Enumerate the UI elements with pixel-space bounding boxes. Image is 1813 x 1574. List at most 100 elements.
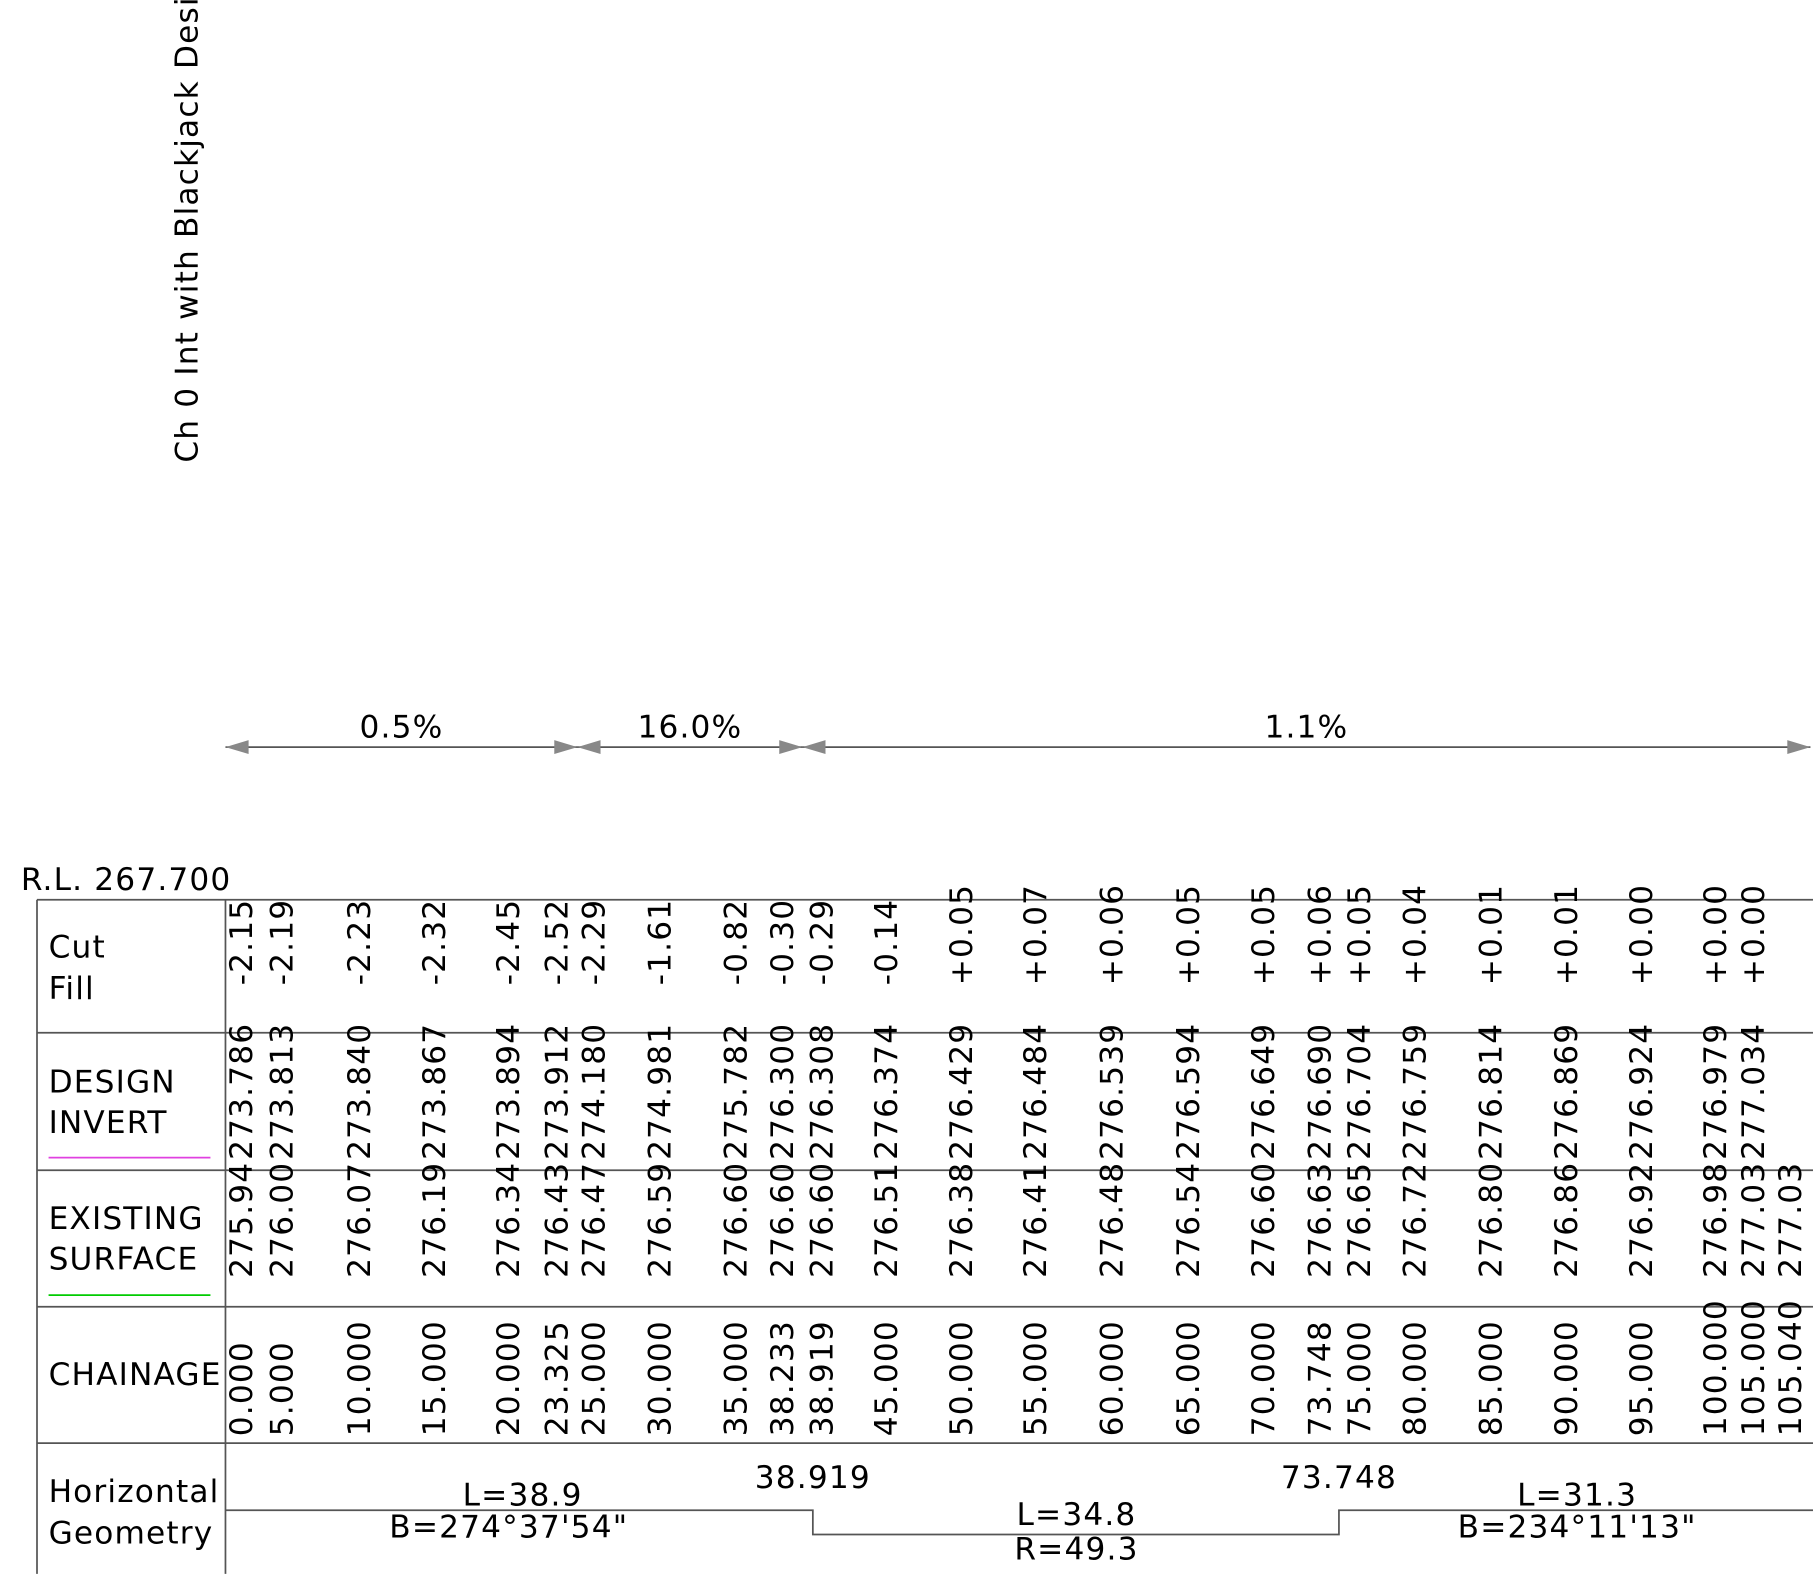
design-invert-value: 276.979: [1698, 1023, 1734, 1160]
cut-fill-value: -2.32: [417, 899, 453, 986]
row-label: DESIGN: [49, 1065, 176, 1101]
design-invert-value: 273.912: [539, 1023, 575, 1160]
existing-surface-value: 276.43: [539, 1162, 575, 1278]
cut-fill-value: -0.82: [719, 899, 755, 986]
cut-fill-value: -1.61: [642, 899, 678, 986]
existing-surface-value: 276.92: [1624, 1162, 1660, 1278]
geometry-label: L=38.9: [463, 1477, 583, 1513]
table-frame: [36, 898, 1813, 1574]
cut-fill-value: +0.00: [1624, 884, 1660, 985]
row-label: CHAINAGE: [49, 1357, 222, 1393]
arrow-head: [225, 740, 249, 755]
arrow-head: [577, 740, 601, 755]
existing-surface-value: 276.41: [1018, 1162, 1054, 1278]
chainage-value: 20.000: [491, 1320, 527, 1436]
geometry-label: B=274°37'54": [389, 1510, 628, 1546]
design-invert-value: 273.894: [491, 1023, 527, 1160]
cut-fill-value: +0.05: [944, 884, 980, 985]
geometry-label: 38.919: [755, 1460, 871, 1496]
design-invert-value: 274.180: [576, 1023, 612, 1160]
design-invert-value: 276.690: [1303, 1023, 1339, 1160]
existing-surface-value: 276.59: [642, 1162, 678, 1278]
cut-fill-value: -2.19: [264, 899, 300, 986]
row-label: Cut: [49, 929, 106, 965]
cut-fill-value: +0.05: [1171, 884, 1207, 985]
existing-surface-value: 276.98: [1698, 1162, 1734, 1278]
grade-label: 16.0%: [637, 710, 742, 746]
cut-fill-value: +0.04: [1397, 884, 1433, 985]
chainage-value: 0.000: [224, 1341, 260, 1436]
row-label: Geometry: [49, 1516, 214, 1552]
existing-surface-value: 276.72: [1397, 1162, 1433, 1278]
design-invert-value: 276.704: [1342, 1023, 1378, 1160]
cut-fill-value: -0.30: [765, 899, 801, 986]
grade-label: 1.1%: [1264, 710, 1348, 746]
geometry-label: B=234°11'13": [1458, 1510, 1697, 1546]
design-invert-value: 276.869: [1549, 1023, 1585, 1160]
existing-surface-value: 276.80: [1474, 1162, 1510, 1278]
existing-surface-value: 276.86: [1549, 1162, 1585, 1278]
chainage-value: 55.000: [1018, 1320, 1054, 1436]
design-invert-value: 276.484: [1018, 1023, 1054, 1160]
cut-fill-value: -2.29: [576, 899, 612, 986]
design-invert-value: 274.981: [642, 1023, 678, 1160]
chainage-value: 38.233: [765, 1320, 801, 1436]
chainage-value: 85.000: [1474, 1320, 1510, 1436]
existing-surface-value: 276.19: [417, 1162, 453, 1278]
cut-fill-value: +0.06: [1303, 884, 1339, 985]
existing-surface-value: 276.00: [264, 1162, 300, 1278]
geometry-label: L=34.8: [1016, 1497, 1136, 1533]
chainage-value: 15.000: [417, 1320, 453, 1436]
geometry-label: L=31.3: [1517, 1477, 1637, 1513]
grade-label: 0.5%: [359, 710, 443, 746]
existing-surface-value: 276.51: [869, 1162, 905, 1278]
design-invert-value: 275.782: [719, 1023, 755, 1160]
arrow-head: [802, 740, 826, 755]
chainage-value: 45.000: [869, 1320, 905, 1436]
chainage-value: 95.000: [1624, 1320, 1660, 1436]
chainage-value: 73.748: [1303, 1320, 1339, 1436]
existing-surface-value: 276.48: [1094, 1162, 1130, 1278]
design-invert-value: 276.300: [765, 1023, 801, 1160]
design-invert-value: 276.594: [1171, 1023, 1207, 1160]
arrow-head: [1787, 740, 1811, 755]
existing-surface-value: 276.60: [765, 1162, 801, 1278]
design-invert-value: 276.308: [804, 1023, 840, 1160]
existing-surface-value: 276.54: [1171, 1162, 1207, 1278]
chainage-value: 105.000: [1736, 1299, 1772, 1436]
existing-surface-value: 276.07: [342, 1162, 378, 1278]
row-label: EXISTING: [49, 1201, 204, 1237]
cut-fill-value: -0.14: [869, 899, 905, 986]
geometry-label: 73.748: [1281, 1460, 1397, 1496]
existing-surface-value: 276.60: [1246, 1162, 1282, 1278]
design-invert-value: 276.759: [1397, 1023, 1433, 1160]
design-invert-value: 273.786: [224, 1023, 260, 1160]
cut-fill-value: -2.15: [224, 899, 260, 986]
design-invert-value: 276.429: [944, 1023, 980, 1160]
existing-surface-value: 277.03: [1736, 1162, 1772, 1278]
chainage-value: 25.000: [576, 1320, 612, 1436]
row-label: SURFACE: [49, 1241, 199, 1277]
chainage-value: 65.000: [1171, 1320, 1207, 1436]
cut-fill-value: +0.01: [1549, 884, 1585, 985]
row-label: Horizontal: [49, 1474, 220, 1510]
existing-surface-value: 276.60: [719, 1162, 755, 1278]
chainage-value: 5.000: [264, 1341, 300, 1436]
existing-surface-value: 277.03: [1773, 1162, 1809, 1278]
cut-fill-value: -2.52: [539, 899, 575, 986]
design-invert-value: 273.813: [264, 1023, 300, 1160]
chainage-value: 50.000: [944, 1320, 980, 1436]
chainage-value: 105.040: [1773, 1299, 1809, 1436]
existing-surface-value: 276.63: [1303, 1162, 1339, 1278]
design-invert-value: 273.840: [342, 1023, 378, 1160]
cut-fill-value: -2.23: [342, 899, 378, 986]
existing-surface-value: 276.65: [1342, 1162, 1378, 1278]
arrow-head: [779, 740, 803, 755]
row-label: INVERT: [49, 1105, 168, 1141]
arrow-head: [554, 740, 578, 755]
design-invert-value: 276.539: [1094, 1023, 1130, 1160]
chainage-value: 38.919: [804, 1320, 840, 1436]
existing-surface-value: 276.34: [491, 1162, 527, 1278]
